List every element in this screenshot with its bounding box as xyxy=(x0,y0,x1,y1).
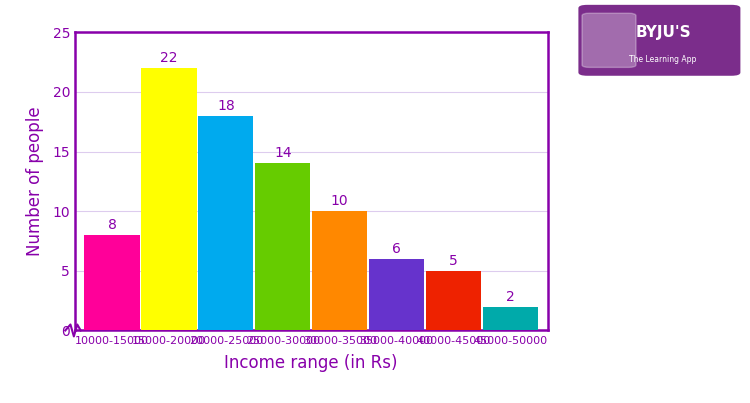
Text: BYJU'S: BYJU'S xyxy=(635,25,691,40)
Text: 18: 18 xyxy=(217,99,235,113)
FancyBboxPatch shape xyxy=(578,5,740,76)
Bar xyxy=(483,307,538,330)
Text: 22: 22 xyxy=(160,51,178,65)
Bar xyxy=(141,68,196,330)
Bar xyxy=(312,211,368,330)
Bar xyxy=(255,164,310,330)
Bar xyxy=(85,235,140,330)
Text: 5: 5 xyxy=(449,254,458,268)
Text: 6: 6 xyxy=(392,242,401,256)
Bar xyxy=(369,259,424,330)
Bar xyxy=(198,116,254,330)
Text: 10: 10 xyxy=(331,194,349,208)
Text: 2: 2 xyxy=(506,290,515,303)
FancyBboxPatch shape xyxy=(582,13,636,67)
X-axis label: Income range (in Rs): Income range (in Rs) xyxy=(224,354,398,372)
Text: The Learning App: The Learning App xyxy=(629,55,697,64)
Text: 14: 14 xyxy=(274,146,292,160)
Y-axis label: Number of people: Number of people xyxy=(26,106,44,256)
Text: 8: 8 xyxy=(107,218,116,232)
Bar xyxy=(426,271,482,330)
